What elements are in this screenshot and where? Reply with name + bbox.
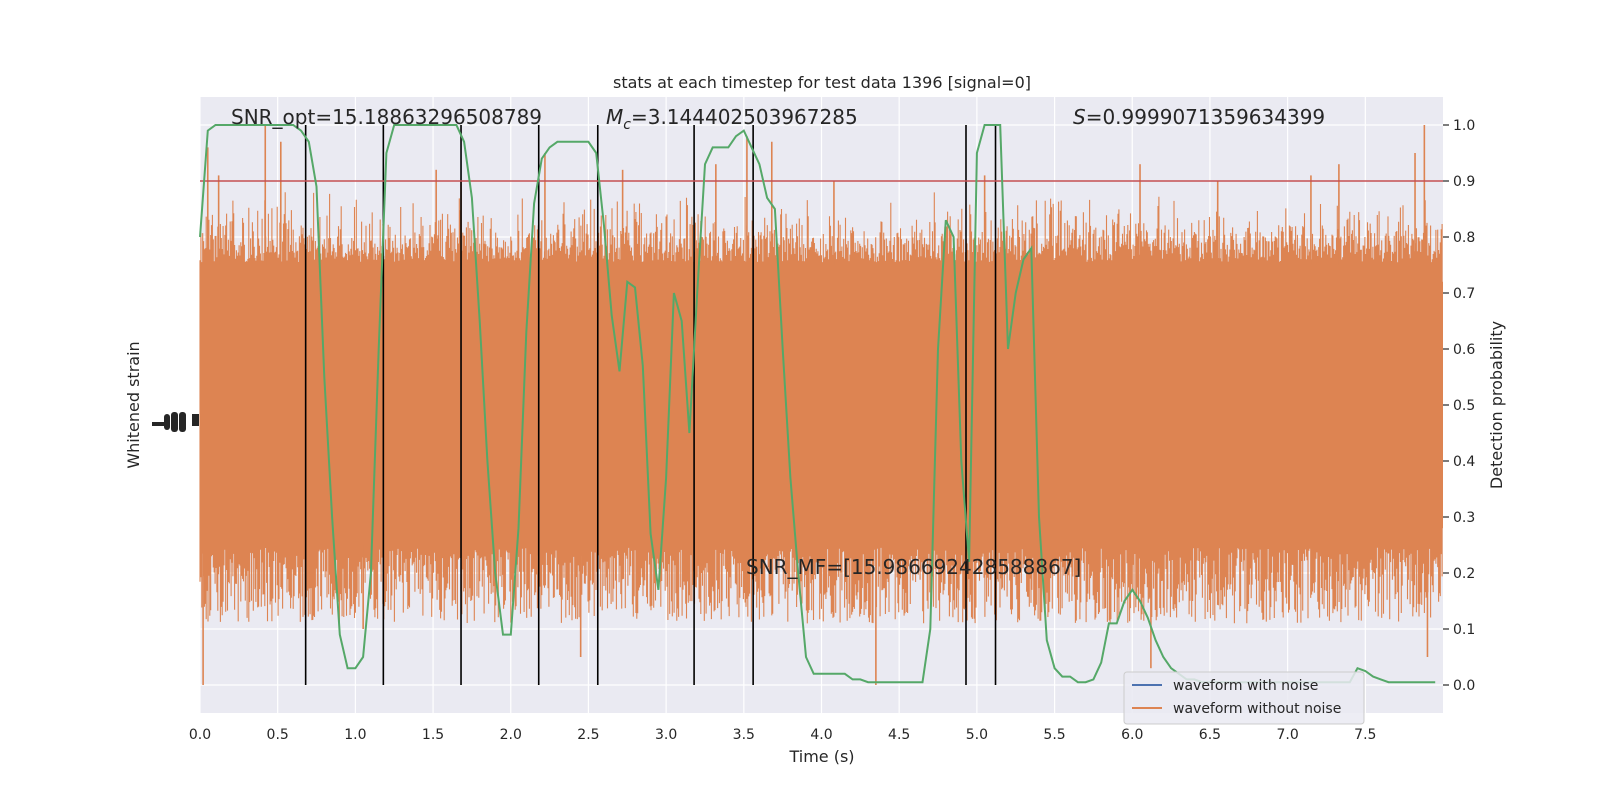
legend-label-clean: waveform without noise <box>1173 701 1341 717</box>
x-tick-label: 2.0 <box>500 727 522 743</box>
legend-box <box>1123 671 1365 725</box>
x-tick-label: 6.0 <box>1121 727 1143 743</box>
y-tick-label: 0.9 <box>1453 174 1475 190</box>
vertical-markers <box>304 125 997 685</box>
x-tick-label: 1.0 <box>344 727 366 743</box>
x-tick-label: 4.5 <box>888 727 910 743</box>
y-tick-label: 0.7 <box>1453 286 1475 302</box>
x-tick-label: 7.5 <box>1354 727 1376 743</box>
x-tick-label: 3.0 <box>655 727 677 743</box>
y-tick-label: 0.5 <box>1453 398 1475 414</box>
waveform-without-noise <box>199 125 1443 685</box>
left-axis-tick-cluster <box>152 412 199 432</box>
x-tick-label: 7.0 <box>1276 727 1298 743</box>
y-tick-label: 0.3 <box>1453 510 1475 526</box>
y-tick-label: 1.0 <box>1453 118 1475 134</box>
x-tick-label: 2.5 <box>577 727 599 743</box>
x-axis-label: Time (s) <box>788 747 854 766</box>
y-right-ticks: 0.0 0.1 0.2 0.3 0.4 0.5 0.6 0.7 0.8 0.9 1.0 <box>1443 118 1475 694</box>
x-tick-label: 0.5 <box>267 727 289 743</box>
y-tick-label: 0.1 <box>1453 622 1475 638</box>
chart-title: stats at each timestep for test data 139… <box>613 73 1031 92</box>
x-ticks: 0.0 0.5 1.0 1.5 2.0 2.5 3.0 3.5 4.0 4.5 5.0 5.5 6.0 6… <box>189 727 1377 743</box>
x-tick-label: 4.0 <box>810 727 832 743</box>
annotation-s: S=0.9999071359634399 <box>1073 105 1325 129</box>
x-tick-label: 5.0 <box>966 727 988 743</box>
annotation-snr-opt: SNR_opt=15.18863296508789 <box>231 105 542 129</box>
waveform-noise-trace <box>199 189 1443 624</box>
y-tick-label: 0.6 <box>1453 342 1475 358</box>
y-tick-label: 0.4 <box>1453 454 1475 470</box>
y-tick-label: 0.2 <box>1453 566 1475 582</box>
x-tick-label: 6.5 <box>1199 727 1221 743</box>
y-axis-label-left: Whitened strain <box>124 341 143 468</box>
y-axis-label-right: Detection probability <box>1487 321 1506 489</box>
x-tick-label: 1.5 <box>422 727 444 743</box>
y-tick-label: 0.8 <box>1453 230 1475 246</box>
annotation-mc: Mc=3.144402503967285 <box>606 105 858 133</box>
legend-label-noise: waveform with noise <box>1173 678 1318 694</box>
x-tick-label: 5.5 <box>1043 727 1065 743</box>
x-tick-label: 3.5 <box>733 727 755 743</box>
annotation-snr-mf: SNR_MF=[15.986692428588867] <box>746 555 1081 579</box>
x-tick-label: 0.0 <box>189 727 211 743</box>
legend: waveform with noise waveform without noi… <box>1123 671 1365 725</box>
y-tick-label: 0.0 <box>1453 678 1475 694</box>
